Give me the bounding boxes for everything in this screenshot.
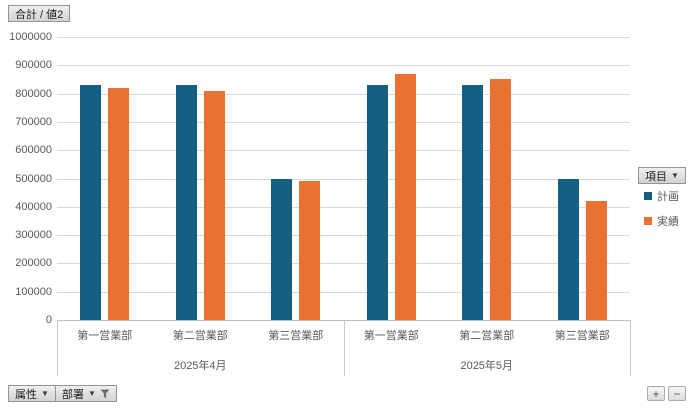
y-gridline [57, 178, 630, 180]
y-gridline [57, 65, 630, 67]
axis-field-label: 部署 [62, 388, 84, 401]
y-gridline [57, 37, 630, 38]
y-axis-tick-label: 100000 [15, 285, 52, 298]
x-axis-category-label: 第一営業部 [77, 330, 133, 342]
collapse-button[interactable]: − [668, 386, 686, 401]
chevron-down-icon: ▼ [88, 388, 96, 398]
y-gridline [57, 291, 630, 293]
legend-swatch [644, 192, 652, 200]
bar-実績[interactable] [299, 181, 321, 320]
bar-実績[interactable] [490, 79, 512, 320]
bar-実績[interactable] [394, 73, 416, 320]
x-axis-group-label: 2025年5月 [460, 360, 514, 372]
y-axis-tick-label: 800000 [15, 87, 52, 100]
legend-field-button[interactable]: 項目 ▼ [638, 167, 686, 184]
y-axis-tick-label: 900000 [15, 59, 52, 72]
y-gridline [57, 93, 630, 95]
x-axis-category-label: 第三営業部 [268, 330, 324, 342]
bar-計画[interactable] [80, 85, 102, 320]
value-field-label: 合計 / 値2 [15, 8, 64, 21]
y-axis-tick-label: 1000000 [9, 31, 52, 43]
bar-計画[interactable] [175, 85, 197, 320]
x-axis-category-label: 第二営業部 [172, 330, 228, 342]
y-axis-tick-label: 600000 [15, 144, 52, 157]
legend-field-label: 項目 [645, 170, 667, 183]
bar-実績[interactable] [585, 201, 607, 320]
y-axis-tick-label: 400000 [15, 200, 52, 213]
y-axis-tick-label: 700000 [15, 115, 52, 128]
bar-計画[interactable] [557, 178, 579, 320]
legend-label: 計画 [657, 191, 679, 203]
y-gridline [57, 121, 630, 123]
chevron-down-icon: ▼ [671, 170, 679, 180]
axis-field-button-department[interactable]: 部署 ▼ [55, 385, 117, 402]
legend-item-計画[interactable]: 計画 [644, 188, 679, 204]
bar-計画[interactable] [271, 178, 293, 320]
filter-icon [100, 389, 110, 398]
bar-計画[interactable] [366, 85, 388, 320]
y-gridline [57, 150, 630, 152]
x-axis-category-label: 第二営業部 [459, 330, 515, 342]
y-gridline [57, 263, 630, 265]
y-axis-tick-label: 300000 [15, 229, 52, 242]
x-axis-category-label: 第三営業部 [554, 330, 610, 342]
y-gridline [57, 235, 630, 237]
y-gridline [57, 206, 630, 208]
legend-item-実績[interactable]: 実績 [644, 213, 679, 229]
legend-swatch [644, 217, 652, 225]
expand-button[interactable]: + [647, 386, 665, 401]
x-axis-group-label: 2025年4月 [173, 360, 227, 372]
axis-group-separator [343, 320, 345, 376]
bar-計画[interactable] [462, 85, 484, 320]
axis-field-label: 属性 [15, 388, 37, 401]
bar-実績[interactable] [203, 90, 225, 320]
y-axis-tick-label: 0 [45, 314, 52, 326]
legend-label: 実績 [657, 216, 679, 228]
value-field-button[interactable]: 合計 / 値2 [8, 5, 71, 22]
chevron-down-icon: ▼ [41, 388, 49, 398]
axis-group-separator [57, 320, 58, 376]
axis-group-separator [630, 320, 631, 376]
axis-field-button-attribute[interactable]: 属性 ▼ [8, 385, 56, 402]
y-axis-tick-label: 500000 [15, 172, 52, 185]
y-axis-tick-label: 200000 [15, 257, 52, 270]
x-axis-category-label: 第一営業部 [363, 330, 419, 342]
bar-実績[interactable] [108, 87, 130, 320]
